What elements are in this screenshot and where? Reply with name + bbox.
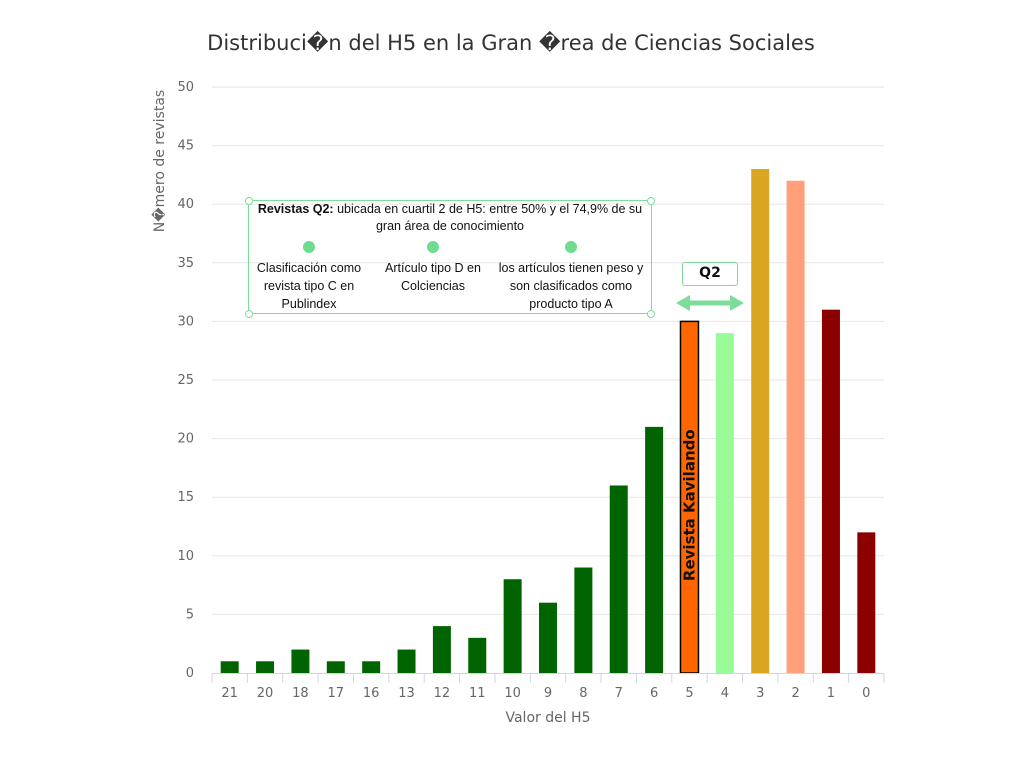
x-tick-label: 2: [791, 686, 799, 701]
bars: Revista Kavilando: [220, 169, 876, 674]
annotation-heading-bold: Revistas Q2:: [257, 202, 334, 216]
bar-h5-13: [397, 649, 416, 673]
selection-handle-icon: [647, 310, 655, 318]
bar-h5-0: [857, 532, 876, 673]
bar-h5-4: [715, 333, 734, 673]
selection-handle-icon: [647, 197, 655, 205]
bullet-dot-icon: [565, 241, 577, 253]
x-tick-label: 17: [328, 686, 345, 701]
y-tick-label: 50: [177, 80, 194, 95]
x-tick-label: 4: [721, 686, 729, 701]
annotation-item-producto: los artículos tienen peso y son clasific…: [493, 241, 649, 313]
bar-h5-12: [432, 626, 451, 673]
y-tick-label: 25: [177, 373, 194, 388]
x-tick-label: 20: [257, 686, 274, 701]
bar-h5-11: [468, 637, 487, 673]
y-tick-label: 45: [177, 139, 194, 154]
bar-h5-7: [609, 485, 628, 673]
y-tick-label: 0: [186, 666, 194, 681]
annotation-item-colciencias: Artículo tipo D en Colciencias: [377, 241, 489, 295]
bar-h5-10: [503, 579, 522, 673]
x-tick-label: 11: [469, 686, 486, 701]
bar-h5-18: [291, 649, 310, 673]
bar-h5-1: [821, 309, 840, 673]
bar-h5-21: [220, 661, 239, 673]
bar-h5-17: [326, 661, 345, 673]
x-axis: 21 20 18 17 16 13 12 11 10 9 8 7 6 5 4 3 2 1 0: [211, 673, 885, 701]
bar-h5-8: [574, 567, 593, 673]
y-tick-label: 15: [177, 490, 194, 505]
x-tick-label: 0: [862, 686, 870, 701]
annotation-item-text: los artículos tienen peso y son clasific…: [498, 261, 644, 311]
y-tick-label: 35: [177, 256, 194, 271]
x-tick-label: 9: [544, 686, 552, 701]
x-tick-label: 7: [615, 686, 623, 701]
x-tick-label: 21: [221, 686, 238, 701]
x-tick-label: 6: [650, 686, 658, 701]
x-tick-label: 18: [292, 686, 309, 701]
x-tick-label: 16: [363, 686, 380, 701]
q2-double-arrow: [676, 295, 744, 311]
bar-h5-2: [786, 180, 805, 673]
y-axis-label: N�mero de revistas: [151, 90, 168, 232]
y-tick-label: 30: [177, 314, 194, 329]
y-tick-label: 5: [186, 607, 194, 622]
x-tick-label: 1: [827, 686, 835, 701]
annotation-heading-text: ubicada en cuartil 2 de H5: entre 50% y …: [333, 202, 643, 233]
x-axis-label: Valor del H5: [505, 710, 590, 726]
bar-h5-20: [256, 661, 275, 673]
revista-kavilando-label: Revista Kavilando: [680, 429, 698, 581]
grid-lines: [212, 86, 884, 615]
chart-title: Distribuci�n del H5 en la Gran �rea de C…: [207, 30, 815, 55]
x-tick-label: 3: [756, 686, 764, 701]
bullet-dot-icon: [303, 241, 315, 253]
q2-badge: Q2: [682, 262, 738, 286]
selection-handle-icon: [245, 197, 253, 205]
x-tick-label: 13: [398, 686, 415, 701]
bar-h5-16: [362, 661, 381, 673]
y-tick-label: 40: [177, 197, 194, 212]
bullet-dot-icon: [427, 241, 439, 253]
bar-h5-9: [539, 602, 557, 673]
y-axis-ticks: 0 5 10 15 20 25 30 35 40 45 50: [177, 80, 194, 681]
x-tick-label: 10: [504, 686, 521, 701]
x-tick-label: 8: [579, 686, 587, 701]
annotation-item-publindex: Clasificación como revista tipo C en Pub…: [253, 241, 365, 313]
x-tick-label: 12: [434, 686, 451, 701]
annotation-heading: Revistas Q2: ubicada en cuartil 2 de H5:…: [249, 201, 651, 235]
x-tick-label: 5: [685, 686, 693, 701]
bar-h5-3: [751, 169, 770, 674]
q2-annotation-box: Revistas Q2: ubicada en cuartil 2 de H5:…: [248, 200, 652, 314]
annotation-item-text: Artículo tipo D en Colciencias: [385, 261, 481, 293]
y-tick-label: 20: [177, 432, 194, 447]
selection-handle-icon: [245, 310, 253, 318]
bar-h5-6: [645, 426, 664, 673]
y-tick-label: 10: [177, 549, 194, 564]
annotation-item-text: Clasificación como revista tipo C en Pub…: [256, 261, 362, 311]
